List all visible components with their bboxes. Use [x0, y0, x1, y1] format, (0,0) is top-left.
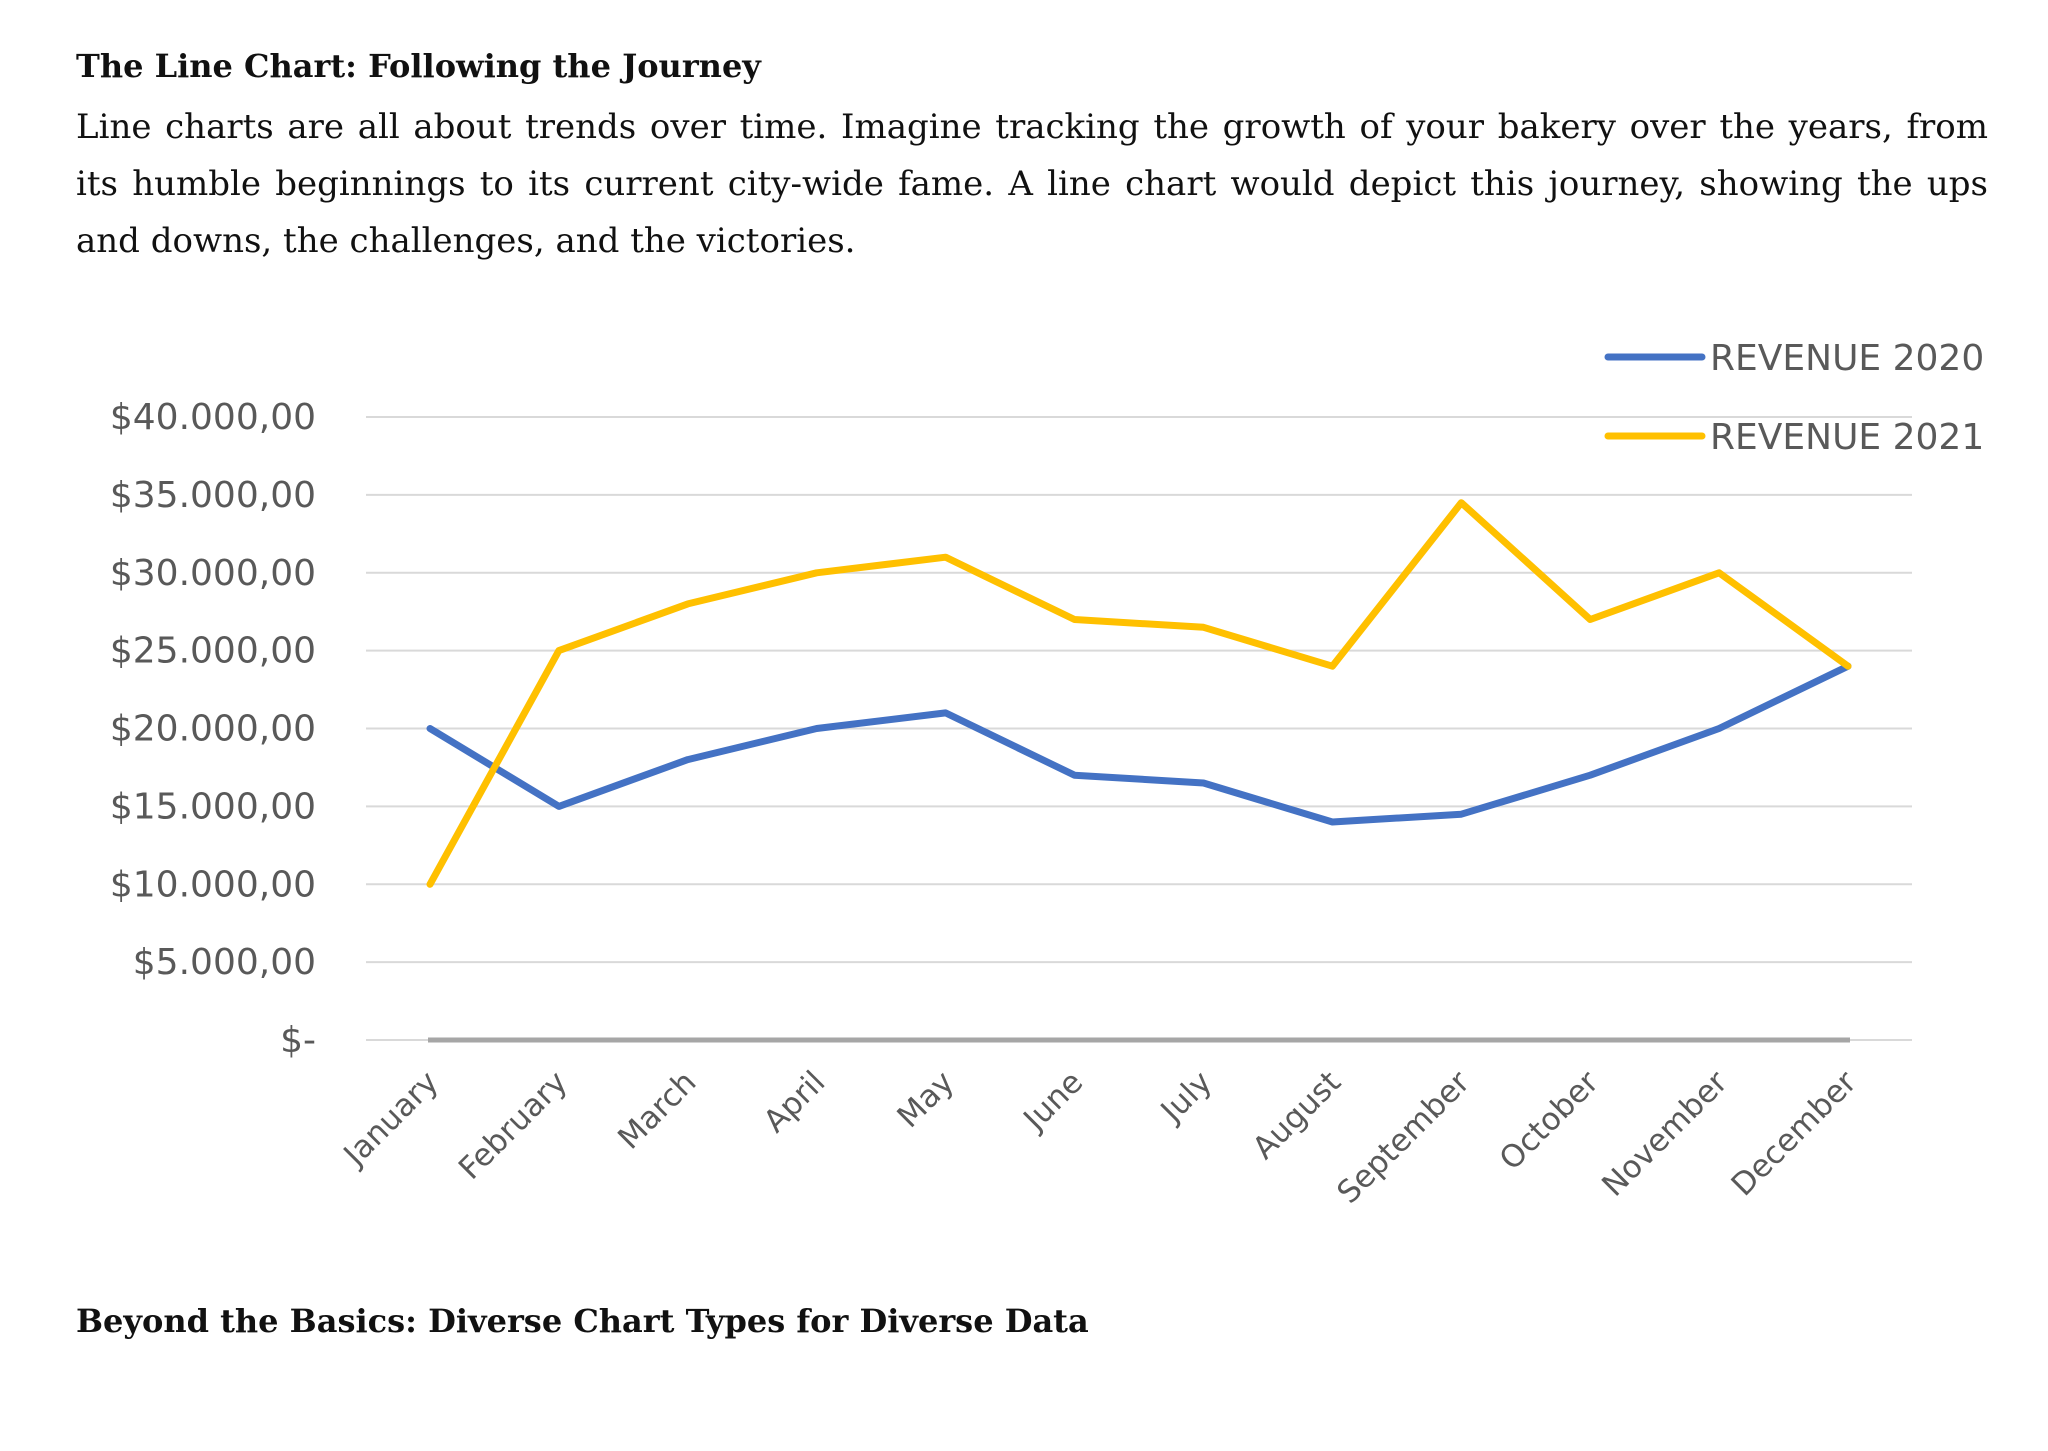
y-tick-label: $-: [280, 1020, 316, 1061]
y-tick-label: $30.000,00: [110, 553, 316, 594]
y-tick-label: $40.000,00: [110, 397, 316, 438]
x-tick-label: June: [1016, 1064, 1091, 1139]
series-line-revenue-2020: [426, 662, 1852, 826]
chart-svg: $- $5.000,00 $10.000,00 $15.000,00 $20.000,0…: [110, 338, 1984, 1211]
x-tick-label: January: [336, 1064, 446, 1174]
y-tick-label: $15.000,00: [110, 786, 316, 827]
legend-label: REVENUE 2021: [1710, 417, 1984, 458]
x-tick-label: April: [757, 1064, 833, 1140]
y-tick-label: $35.000,00: [110, 475, 316, 516]
y-tick-label: $10.000,00: [110, 864, 316, 905]
x-tick-label: December: [1725, 1064, 1864, 1203]
series-line-revenue-2021: [426, 499, 1852, 888]
legend-label: REVENUE 2020: [1710, 338, 1984, 379]
x-tick-label: May: [891, 1064, 962, 1135]
x-tick-label: November: [1595, 1064, 1735, 1204]
x-tick-label: September: [1330, 1064, 1477, 1211]
x-tick-label: July: [1153, 1064, 1219, 1130]
x-tick-label: March: [611, 1064, 703, 1156]
x-tick-label: February: [452, 1064, 575, 1187]
y-tick-label: $5.000,00: [133, 942, 316, 983]
body-paragraph: Line charts are all about trends over ti…: [76, 107, 1988, 261]
next-section-heading: Beyond the Basics: Diverse Chart Types f…: [76, 1302, 1089, 1340]
section-heading: The Line Chart: Following the Journey: [76, 47, 761, 85]
y-tick-label: $25.000,00: [110, 631, 316, 672]
y-tick-label: $20.000,00: [110, 709, 316, 750]
x-tick-label: October: [1493, 1064, 1606, 1177]
line-chart: $- $5.000,00 $10.000,00 $15.000,00 $20.000,0…: [0, 310, 2048, 1250]
x-tick-label: August: [1246, 1064, 1348, 1166]
